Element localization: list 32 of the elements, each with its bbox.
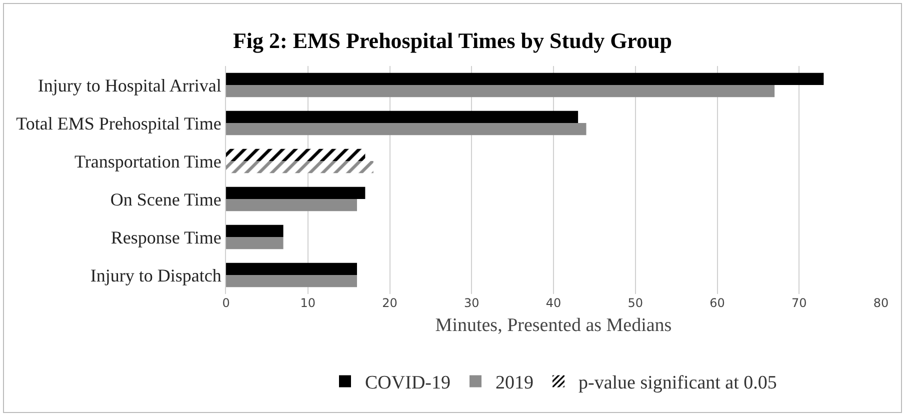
chart-title: Fig 2: EMS Prehospital Times by Study Group [232, 28, 672, 53]
bar [226, 85, 775, 98]
x-tick-label: 80 [873, 296, 889, 310]
bar [226, 72, 824, 85]
x-tick-label: 20 [382, 296, 398, 310]
x-tick-label: 30 [464, 296, 480, 310]
bar [226, 110, 578, 123]
bar [226, 237, 284, 250]
bar [226, 161, 374, 174]
x-axis-title: Minutes, Presented as Medians [435, 314, 672, 336]
x-tick-label: 70 [791, 296, 807, 310]
y-tick-label: On Scene Time [110, 189, 222, 210]
bar [226, 199, 357, 212]
y-tick-label: Response Time [110, 227, 222, 248]
text: p-value significant at 0.05 [578, 372, 777, 394]
bar [226, 186, 366, 199]
bar [226, 275, 357, 288]
bar [226, 148, 366, 161]
x-tick-label: 10 [300, 296, 316, 310]
x-tick-label: 50 [628, 296, 644, 310]
bar [226, 123, 586, 136]
x-tick-label: 0 [222, 296, 230, 310]
bar [226, 224, 284, 237]
y-tick-label: Total EMS Prehospital Time [16, 113, 222, 134]
x-tick-label: 40 [546, 296, 562, 310]
bar [226, 262, 357, 275]
y-tick-label: Injury to Hospital Arrival [38, 75, 222, 96]
y-tick-label: Injury to Dispatch [90, 265, 222, 286]
x-tick-label: 60 [710, 296, 725, 310]
legend-label: COVID-19 [365, 372, 450, 394]
y-tick-label: Transportation Time [74, 151, 222, 172]
legend-label: 2019 [496, 372, 534, 394]
